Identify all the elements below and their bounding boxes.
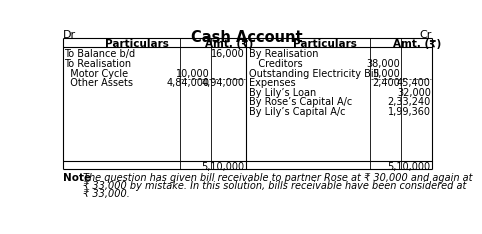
Text: 5,000: 5,000 [372, 69, 400, 78]
Text: To Balance b/d: To Balance b/d [64, 49, 135, 59]
Text: 2,400: 2,400 [372, 78, 400, 88]
Text: 10,000: 10,000 [176, 69, 210, 78]
Text: 38,000: 38,000 [366, 59, 400, 69]
Text: Expenses: Expenses [249, 78, 296, 88]
Text: By Lily’s Capital A/c: By Lily’s Capital A/c [249, 107, 346, 117]
Text: The question has given bill receivable to partner Rose at ₹ 30,000 and again at: The question has given bill receivable t… [83, 173, 472, 183]
Text: Other Assets: Other Assets [64, 78, 133, 88]
Text: 4,94,000: 4,94,000 [201, 78, 245, 88]
Text: ₹ 33,000 by mistake. In this solution, bills receivable have been considered at: ₹ 33,000 by mistake. In this solution, b… [83, 181, 466, 191]
Text: Particulars: Particulars [293, 39, 357, 49]
Text: ₹ 33,000.: ₹ 33,000. [83, 189, 130, 199]
Text: Dr: Dr [63, 30, 76, 40]
Text: 1,99,360: 1,99,360 [388, 107, 431, 117]
Text: Amt. (₹): Amt. (₹) [393, 39, 441, 49]
Text: Amt. (₹): Amt. (₹) [205, 39, 253, 49]
Text: By Realisation: By Realisation [249, 49, 319, 59]
Text: Outstanding Electricity Bill: Outstanding Electricity Bill [249, 69, 379, 78]
Text: 5,10,000: 5,10,000 [201, 162, 245, 172]
Text: Cr: Cr [420, 30, 432, 40]
Text: Particulars: Particulars [105, 39, 169, 49]
Text: 5,10,000: 5,10,000 [388, 162, 431, 172]
Text: By Rose’s Capital A/c: By Rose’s Capital A/c [249, 97, 353, 107]
Text: 2,33,240: 2,33,240 [388, 97, 431, 107]
Text: Note: Note [63, 173, 91, 183]
Text: Creditors: Creditors [249, 59, 303, 69]
Text: By Lily’s Loan: By Lily’s Loan [249, 88, 317, 98]
Text: 32,000: 32,000 [397, 88, 431, 98]
Text: 4,84,000: 4,84,000 [167, 78, 210, 88]
Text: 16,000: 16,000 [211, 49, 245, 59]
Text: To Realisation: To Realisation [64, 59, 131, 69]
Text: 45,400: 45,400 [397, 78, 431, 88]
Text: Motor Cycle: Motor Cycle [64, 69, 128, 78]
Text: Cash Account: Cash Account [191, 30, 303, 45]
